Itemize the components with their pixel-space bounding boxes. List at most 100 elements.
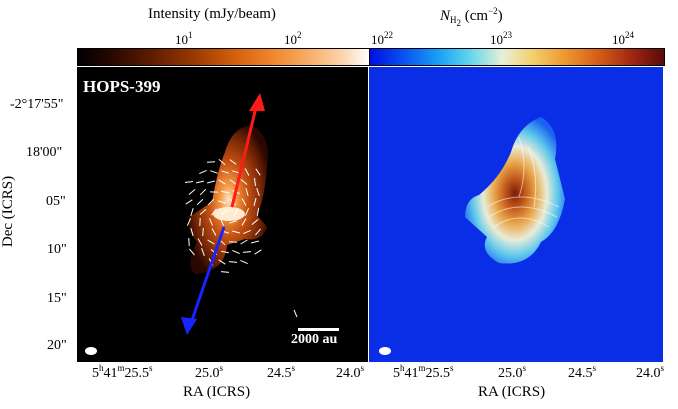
reference-vector: [293, 309, 298, 318]
column-density-blob: [465, 117, 565, 264]
y-tick-label: 18'00": [26, 145, 63, 160]
polarization-vector: [199, 169, 207, 175]
polarization-vector: [218, 259, 226, 265]
polarization-vector: [190, 228, 194, 236]
polarization-vector: [256, 208, 260, 216]
polarization-vector: [218, 159, 226, 165]
y-tick-label: -2°17'55": [10, 97, 64, 112]
polarization-vector: [188, 189, 196, 195]
field-streamlines: [486, 136, 560, 228]
x-tick-label: 5h41m25.5s: [393, 363, 454, 381]
x-axis-label-left: RA (ICRS): [183, 384, 251, 400]
polarization-vector: [207, 239, 215, 245]
column-density-map: [379, 117, 565, 355]
left-colorbar-tick: 102: [284, 30, 302, 47]
polarization-vector: [195, 180, 205, 184]
y-tick-label: 10": [47, 242, 67, 257]
polarization-vector: [220, 190, 230, 194]
red-arrowhead: [249, 93, 265, 111]
y-tick-label: 20": [47, 338, 67, 353]
right-colorbar-tick: 1023: [490, 30, 512, 47]
x-tick-label: 24.0s: [636, 363, 665, 381]
polarization-vector: [196, 198, 204, 206]
dust-emission-blob: [188, 125, 268, 274]
blue-arrowhead: [181, 317, 197, 335]
polarization-vector: [229, 220, 237, 224]
polarization-vector: [233, 208, 239, 216]
polarization-vector: [229, 159, 237, 165]
polarization-vector: [232, 249, 240, 255]
polarization-vector: [244, 168, 250, 176]
polarization-vector: [218, 179, 226, 185]
polarization-vector: [207, 198, 215, 206]
polarization-vector: [232, 170, 240, 174]
polarization-vector: [253, 197, 257, 207]
polarization-vector: [210, 170, 218, 174]
polarization-vector: [211, 208, 217, 216]
polarization-vector: [229, 179, 237, 185]
polarization-vector: [220, 271, 230, 273]
polarization-vector: [241, 218, 247, 226]
polarization-vector: [240, 239, 248, 245]
polarization-vector: [254, 249, 262, 255]
polarization-vector: [221, 250, 229, 254]
polarization-vector: [221, 170, 229, 174]
polarization-vector: [256, 188, 260, 196]
polarization-vector: [240, 259, 248, 265]
polarization-vector: [189, 248, 195, 256]
blueshifted-outflow-arrow: [187, 226, 226, 330]
x-axis-label-right: RA (ICRS): [478, 384, 546, 400]
polarization-vector: [201, 248, 205, 256]
x-tick-label: 25.0s: [195, 363, 224, 381]
polarization-vector: [211, 228, 217, 236]
polarization-vector: [199, 188, 207, 196]
polarization-vector: [242, 251, 252, 253]
polarization-vector: [255, 228, 261, 236]
polarization-vector: [251, 219, 259, 225]
polarization-vector: [231, 230, 241, 234]
left-colorbar-tick: 101: [175, 30, 193, 47]
beam-ellipse: [85, 347, 97, 355]
right-colorbar-tick: 1024: [612, 30, 634, 47]
polarization-vector: [186, 218, 192, 226]
polarization-vector: [245, 187, 249, 197]
polarization-vector: [254, 177, 256, 187]
polarization-vector: [185, 199, 193, 205]
y-tick-label: 15": [47, 291, 67, 306]
redshifted-outflow-arrow: [230, 98, 260, 208]
x-tick-label: 24.5s: [568, 363, 597, 381]
polarization-vector: [206, 180, 216, 184]
polarization-vector: [250, 240, 260, 244]
polarization-vector: [255, 168, 261, 176]
polarization-vector: [202, 227, 204, 237]
intensity-map: [85, 93, 298, 355]
polarization-vector: [190, 208, 194, 216]
x-tick-label: 24.0s: [336, 363, 365, 381]
y-tick-label: 05": [46, 194, 66, 209]
polarization-vector: [197, 238, 203, 246]
column-density-panel: [369, 67, 663, 362]
polarization-vector: [188, 237, 190, 247]
left-colorbar-title: Intensity (mJy/beam): [148, 6, 276, 22]
polarization-vectors: [184, 159, 262, 273]
polarization-vector: [221, 209, 229, 215]
scale-bar: [298, 328, 339, 331]
right-colorbar-tick: 1022: [371, 30, 393, 47]
right-colorbar-title: NH2 (cm−2): [440, 6, 503, 28]
beam-ellipse-right: [379, 347, 391, 355]
scale-bar-label: 2000 au: [291, 332, 338, 347]
intensity-map-panel: HOPS-399 2000 au: [77, 67, 368, 362]
polarization-vector: [218, 200, 226, 204]
polarization-vector: [219, 218, 225, 226]
polarization-vector: [184, 181, 194, 183]
right-colorbar: [369, 48, 665, 66]
polarization-vector: [209, 218, 213, 226]
polarization-vector: [228, 261, 238, 263]
polarization-vector: [241, 198, 247, 206]
source-name-label: HOPS-399: [83, 77, 161, 96]
y-axis-label: Dec (ICRS): [0, 175, 17, 248]
dust-emission-core: [213, 207, 245, 221]
polarization-vector: [228, 241, 238, 243]
x-tick-label: 5h41m25.5s: [92, 363, 153, 381]
polarization-vector: [199, 209, 207, 215]
